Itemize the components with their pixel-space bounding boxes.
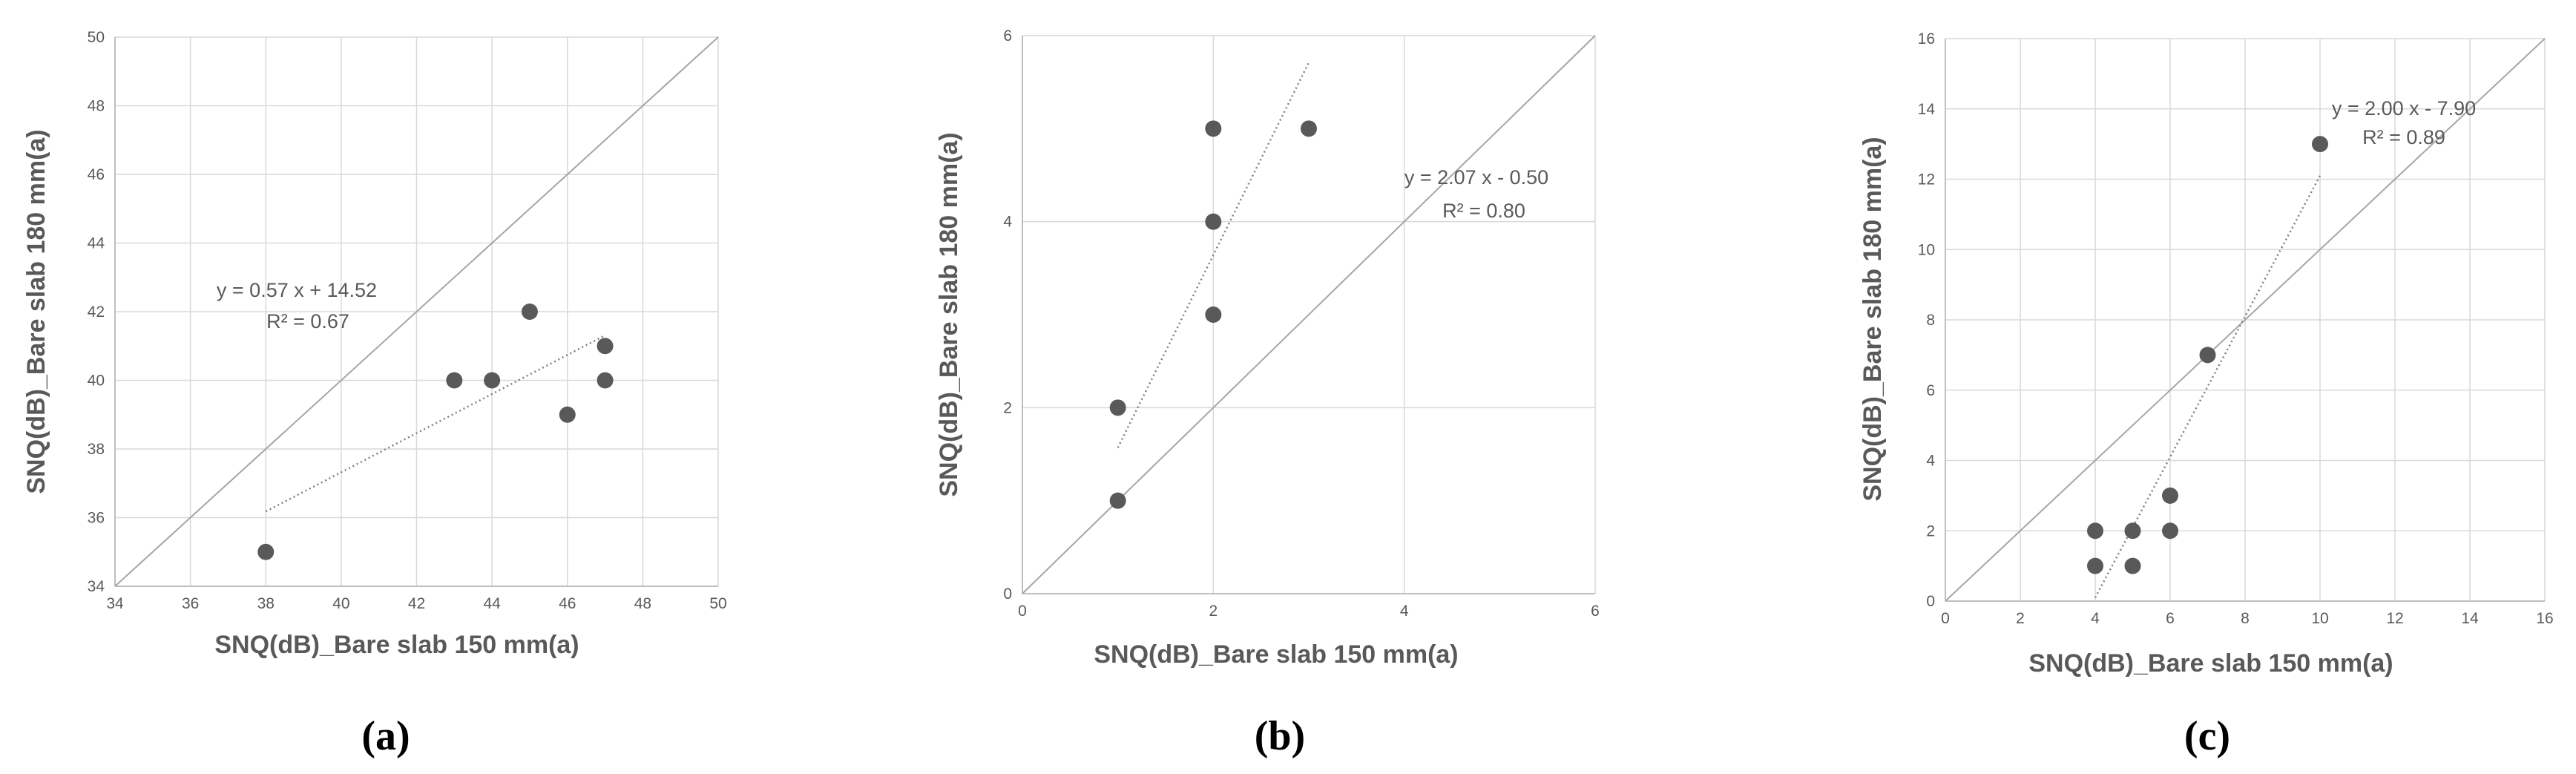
chart-b-data-point [1205, 120, 1222, 137]
chart-b-x-tick-label: 4 [1400, 603, 1409, 620]
chart-a-x-tick-label: 34 [106, 595, 124, 612]
chart-c-r-squared: R² = 0.89 [2362, 126, 2445, 148]
chart-a-x-tick-label: 38 [257, 595, 275, 612]
chart-a-x-tick-label: 42 [408, 595, 425, 612]
chart-b-reference-line [1022, 35, 1596, 594]
chart-a-trendline [265, 334, 606, 513]
chart-a-x-tick-label: 36 [182, 595, 199, 612]
chart-a-x-tick-label: 48 [634, 595, 651, 612]
chart-c-y-tick-label: 16 [1918, 30, 1935, 47]
chart-b-y-tick-label: 2 [1003, 399, 1012, 416]
chart-a-x-tick-label: 50 [709, 595, 726, 612]
chart-a-y-tick-label: 36 [88, 510, 105, 527]
chart-a-x-tick-label: 46 [559, 595, 576, 612]
chart-a-x-axis-title: SNQ(dB)_Bare slab 150 mm(a) [214, 631, 579, 659]
chart-c-data-point [2087, 557, 2103, 574]
chart-c-data-point [2312, 136, 2328, 153]
chart-b-trend-equation: y = 2.07 x - 0.50 [1404, 166, 1548, 188]
chart-b-panel-label: (b) [1255, 713, 1305, 759]
chart-c-y-tick-label: 0 [1926, 593, 1935, 610]
chart-c-y-tick-label: 12 [1918, 171, 1935, 188]
chart-b-data-point [1109, 399, 1126, 416]
chart-b-x-tick-label: 0 [1018, 603, 1027, 620]
chart-a-y-tick-label: 38 [88, 441, 105, 458]
chart-a-data-point [257, 543, 275, 560]
chart-c: 0 2 4 6 8 10 12 14 16 0 2 4 6 8 10 12 14 16 y = 2.00 x - 7… [1859, 30, 2554, 759]
chart-c-x-tick-label: 6 [2166, 610, 2175, 627]
chart-a-data-point [521, 304, 538, 320]
chart-a-y-axis-title: SNQ(dB)_Bare slab 180 mm(a) [22, 129, 50, 493]
chart-a-data-point [597, 338, 614, 355]
chart-b-data-point [1205, 306, 1222, 323]
chart-b-x-tick-label: 2 [1209, 603, 1218, 620]
chart-c-x-tick-label: 10 [2311, 610, 2328, 627]
chart-b-y-tick-label: 6 [1003, 27, 1012, 45]
chart-c-reference-line [1945, 38, 2546, 602]
chart-c-y-tick-label: 6 [1926, 382, 1935, 399]
chart-b-data-point [1205, 213, 1222, 230]
chart-b-r-squared: R² = 0.80 [1442, 200, 1525, 222]
chart-b-x-axis-title: SNQ(dB)_Bare slab 150 mm(a) [1094, 640, 1458, 669]
chart-a-y-tick-label: 50 [88, 29, 105, 46]
chart-a-y-tick-label: 40 [88, 373, 105, 390]
chart-c-x-tick-label: 12 [2386, 610, 2403, 627]
chart-c-trend-equation: y = 2.00 x - 7.90 [2332, 97, 2476, 119]
chart-b: 0 2 4 6 0 2 4 6 y = 2.07 x - 0.50 R² = 0.80 SNQ(dB… [935, 27, 1600, 759]
chart-c-x-tick-label: 14 [2461, 610, 2479, 627]
chart-a-trend-equation: y = 0.57 x + 14.52 [217, 279, 377, 301]
chart-c-data-point [2124, 557, 2141, 574]
chart-a-y-tick-label: 48 [88, 98, 105, 115]
chart-a-y-tick-label: 42 [88, 304, 105, 321]
chart-c-y-tick-label: 2 [1926, 522, 1935, 539]
chart-a-r-squared: R² = 0.67 [266, 310, 349, 332]
chart-a-y-tick-label: 44 [88, 235, 105, 252]
chart-a-data-point [446, 372, 463, 389]
chart-a-x-tick-label: 40 [332, 595, 349, 612]
chart-a-reference-line [114, 36, 719, 587]
chart-b-x-tick-label: 6 [1591, 603, 1600, 620]
chart-a-y-tick-label: 34 [88, 578, 105, 595]
chart-c-x-tick-label: 16 [2536, 610, 2553, 627]
chart-b-data-point [1109, 492, 1126, 509]
chart-c-x-axis-title: SNQ(dB)_Bare slab 150 mm(a) [2028, 649, 2393, 678]
chart-c-x-tick-label: 4 [2091, 610, 2100, 627]
chart-c-y-tick-label: 14 [1918, 101, 1936, 118]
chart-c-x-tick-label: 2 [2016, 610, 2025, 627]
chart-b-y-tick-label: 0 [1003, 586, 1012, 603]
chart-a-x-tick-label: 44 [483, 595, 501, 612]
chart-a: 34 36 38 40 42 44 46 48 50 34 36 38 40 42 44 46 48 50 y = … [22, 29, 727, 759]
chart-c-y-tick-label: 8 [1926, 312, 1935, 329]
chart-c-y-tick-label: 4 [1926, 453, 1935, 470]
chart-b-trendline [1117, 62, 1310, 448]
chart-a-y-tick-label: 46 [88, 166, 105, 183]
chart-c-panel-label: (c) [2184, 713, 2230, 759]
chart-a-data-point [597, 372, 614, 389]
chart-c-y-axis-title: SNQ(dB)_Bare slab 180 mm(a) [1859, 137, 1887, 501]
chart-a-data-point [484, 372, 501, 389]
chart-b-data-point [1301, 120, 1317, 137]
chart-c-data-point [2199, 347, 2216, 364]
chart-c-data-point [2124, 522, 2141, 539]
chart-c-x-tick-label: 8 [2241, 610, 2250, 627]
chart-c-data-point [2162, 487, 2178, 504]
chart-c-data-point [2162, 522, 2178, 539]
chart-a-panel-label: (a) [361, 713, 410, 759]
chart-c-y-tick-label: 10 [1918, 241, 1935, 258]
chart-b-y-axis-title: SNQ(dB)_Bare slab 180 mm(a) [935, 132, 963, 496]
chart-c-x-tick-label: 0 [1941, 610, 1950, 627]
chart-c-data-point [2087, 522, 2103, 539]
chart-a-data-point [559, 406, 576, 423]
chart-b-y-tick-label: 4 [1003, 214, 1012, 231]
